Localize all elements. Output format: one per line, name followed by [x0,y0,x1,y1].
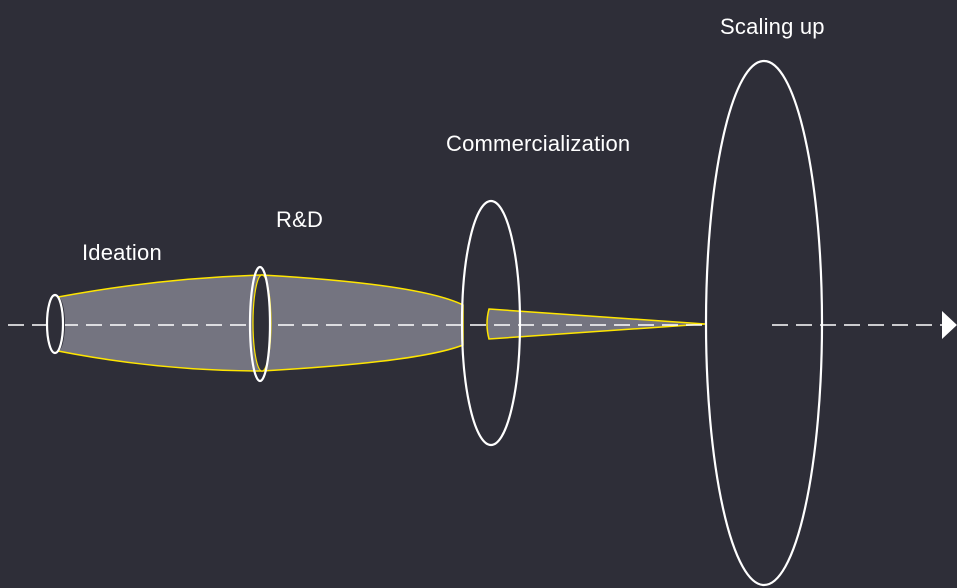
funnel-ideation-to-rnd [57,274,263,372]
funnel-rnd-to-commercialization [261,274,464,372]
stage-label-commercialization: Commercialization [446,131,631,156]
stage-label-scaling-up: Scaling up [720,14,825,39]
ideation-ring [45,293,65,355]
stage-label-ideation: Ideation [82,240,162,265]
funnel-commercialization-to-scaling [486,308,706,340]
scaling-up-ring [704,59,824,587]
stage-label-rnd: R&D [276,207,324,232]
rnd-ring [248,265,272,383]
axis-arrowhead-icon [942,311,957,339]
commercialization-ring [460,199,522,447]
